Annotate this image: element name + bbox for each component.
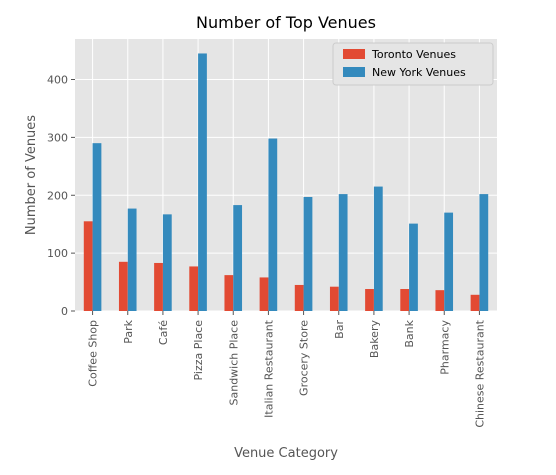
bar-toronto [365, 289, 374, 311]
bar-toronto [118, 261, 128, 311]
bar-new-york [373, 186, 383, 311]
x-tick-label: Bar [333, 320, 346, 339]
x-tick-label: Bakery [368, 320, 381, 359]
bar-new-york [162, 214, 172, 311]
bar-new-york [479, 194, 489, 311]
bar-toronto [470, 294, 480, 311]
legend: Toronto Venues New York Venues [332, 42, 494, 86]
x-tick-label: Coffee Shop [87, 320, 100, 387]
bar-toronto [329, 286, 339, 311]
x-tick-label: Pharmacy [438, 320, 451, 375]
legend-label-toronto: Toronto Venues [371, 48, 456, 61]
y-tick-label: 300 [47, 131, 68, 144]
bar-new-york [198, 53, 207, 312]
bar-toronto [400, 289, 410, 311]
bar-new-york [303, 196, 313, 311]
bars [83, 53, 489, 312]
bar-toronto [259, 277, 269, 311]
chart-title: Number of Top Venues [196, 13, 376, 32]
bar-new-york [338, 194, 348, 311]
y-tick-label: 400 [47, 74, 68, 87]
bar-toronto [154, 262, 163, 311]
bar-new-york [444, 212, 454, 311]
bar-toronto [224, 275, 234, 311]
y-tick-label: 200 [47, 189, 68, 202]
bar-new-york [127, 208, 137, 311]
y-tick-label: 0 [61, 305, 68, 318]
y-tick-label: 100 [47, 247, 68, 260]
y-axis-ticks: 0 100 200 300 400 [47, 74, 75, 318]
x-tick-label: Café [157, 320, 170, 345]
legend-swatch-toronto [343, 49, 365, 59]
bar-toronto [189, 266, 199, 311]
x-tick-label: Chinese Restaurant [473, 319, 486, 427]
bar-new-york [92, 143, 102, 311]
x-tick-label: Pizza Place [192, 320, 205, 381]
bar-new-york [233, 205, 243, 311]
x-tick-label: Bank [403, 319, 416, 347]
legend-swatch-new-york [343, 67, 365, 77]
bar-new-york [268, 138, 278, 311]
y-axis-label: Number of Venues [24, 115, 39, 235]
x-axis-ticks: Coffee Shop Park Café Pizza Place Sandwich P… [87, 311, 486, 428]
bar-toronto [294, 284, 304, 311]
bar-toronto [435, 290, 445, 311]
x-tick-label: Park [122, 319, 135, 343]
bar-toronto [83, 221, 93, 311]
legend-box [332, 42, 494, 86]
x-tick-label: Grocery Store [298, 320, 311, 396]
x-tick-label: Italian Restaurant [262, 319, 275, 418]
x-axis-label: Venue Category [234, 446, 338, 461]
x-tick-label: Sandwich Place [227, 320, 240, 406]
bar-new-york [409, 223, 418, 311]
legend-label-new-york: New York Venues [372, 66, 466, 79]
